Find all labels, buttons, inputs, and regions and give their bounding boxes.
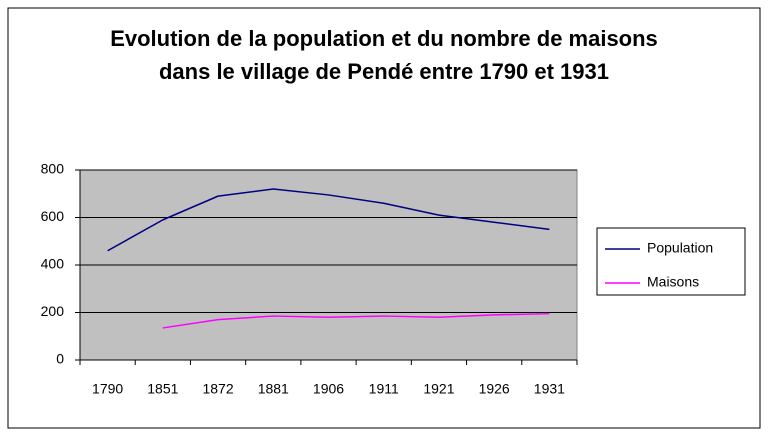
x-tick-label: 1851 (147, 381, 178, 397)
x-tick-label: 1931 (534, 381, 565, 397)
chart-title: Evolution de la population et du nombre … (110, 26, 658, 84)
x-tick-label: 1872 (202, 381, 233, 397)
y-tick-label: 0 (56, 351, 64, 367)
x-tick-label: 1911 (369, 381, 399, 397)
legend-box (596, 227, 746, 296)
y-tick-label: 600 (41, 208, 65, 224)
x-tick-label: 1790 (92, 381, 123, 397)
x-tick-label: 1926 (479, 381, 510, 397)
y-tick-label: 800 (41, 161, 65, 177)
legend-label: Population (647, 240, 713, 256)
legend-label: Maisons (647, 274, 699, 290)
x-tick-label: 1921 (423, 381, 454, 397)
series-line (162, 312, 550, 329)
x-tick-label: 1906 (313, 381, 344, 397)
y-tick-label: 400 (41, 256, 65, 272)
x-tick-label: 1881 (258, 381, 289, 397)
series-line (107, 188, 550, 252)
y-tick-label: 200 (41, 303, 65, 319)
